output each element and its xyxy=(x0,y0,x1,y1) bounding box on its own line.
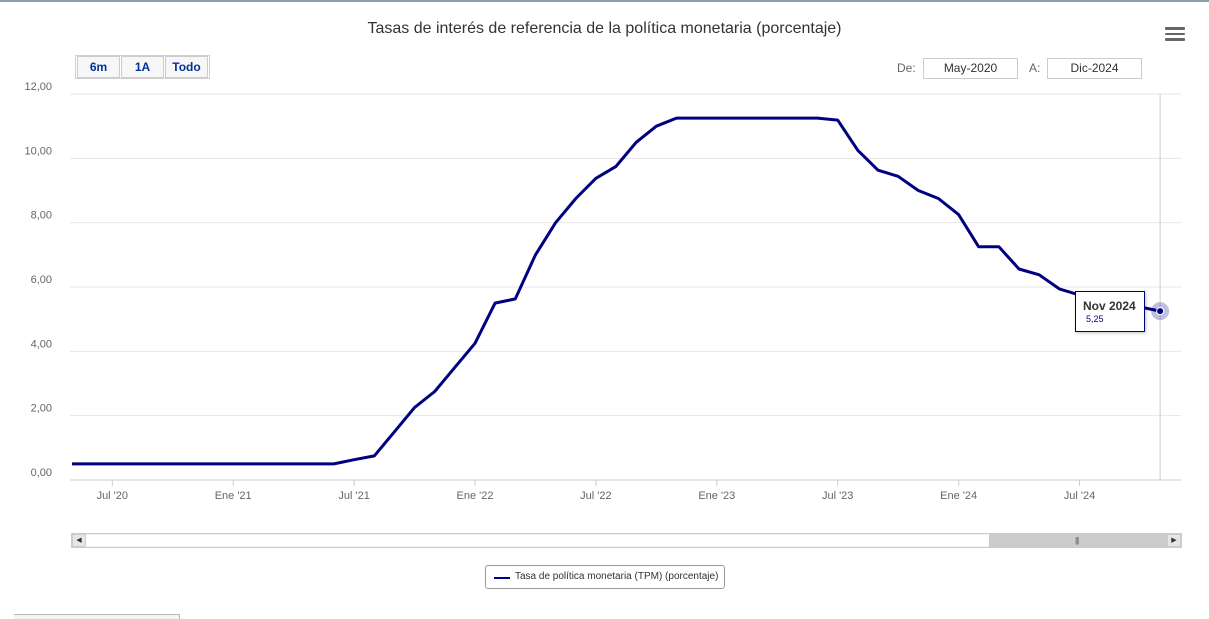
navigator-track xyxy=(86,535,989,546)
legend-symbol xyxy=(494,577,510,579)
y-tick-label: 8,00 xyxy=(31,210,52,222)
x-tick-label: Ene '22 xyxy=(457,490,494,502)
legend[interactable]: Tasa de política monetaria (TPM) (porcen… xyxy=(485,565,725,589)
x-tick-label: Jul '20 xyxy=(97,490,128,502)
tooltip: Nov 2024 5,25 xyxy=(1075,291,1145,332)
x-tick-label: Ene '24 xyxy=(940,490,977,502)
bottom-panel-edge xyxy=(14,614,180,619)
x-tick-label: Jul '21 xyxy=(338,490,369,502)
range-button-1a[interactable]: 1A xyxy=(121,56,164,78)
x-axis: Jul '20 Ene '21 Jul '21 Ene '22 Jul '22 Ene '… xyxy=(97,480,1095,502)
grip-icon: ||| xyxy=(1075,536,1079,545)
y-tick-label: 10,00 xyxy=(24,145,52,157)
y-tick-label: 4,00 xyxy=(31,338,52,350)
to-date-label: A: xyxy=(1029,61,1041,75)
y-tick-label: 2,00 xyxy=(31,403,52,415)
scroll-left-icon[interactable]: ◀ xyxy=(72,534,86,547)
range-selector xyxy=(75,55,210,79)
from-date-label: De: xyxy=(897,61,916,75)
x-tick-label: Jul '23 xyxy=(822,490,853,502)
menu-icon[interactable] xyxy=(1165,27,1185,45)
navigator-scrollbar[interactable]: ||| ◀ ▶ xyxy=(71,533,1182,548)
x-tick-label: Ene '21 xyxy=(215,490,252,502)
chart-title: Tasas de interés de referencia de la pol… xyxy=(367,20,842,37)
range-button-6m[interactable]: 6m xyxy=(77,56,120,78)
y-tick-label: 6,00 xyxy=(31,274,52,286)
from-date-input[interactable]: May-2020 xyxy=(923,58,1018,79)
navigator-thumb[interactable] xyxy=(989,534,1167,547)
y-tick-label: 12,00 xyxy=(24,81,52,93)
tooltip-date: Nov 2024 xyxy=(1083,299,1136,313)
x-tick-label: Ene '23 xyxy=(698,490,735,502)
scroll-right-icon[interactable]: ▶ xyxy=(1167,534,1181,547)
x-tick-label: Jul '22 xyxy=(580,490,611,502)
series-line-tpm[interactable] xyxy=(72,116,1161,466)
tooltip-value: 5,25 xyxy=(1086,314,1104,324)
y-tick-label: 0,00 xyxy=(31,467,52,479)
hover-point[interactable] xyxy=(1156,307,1165,316)
legend-label: Tasa de política monetaria (TPM) (porcen… xyxy=(515,571,719,582)
grid xyxy=(70,93,1181,481)
to-date-input[interactable]: Dic-2024 xyxy=(1047,58,1142,79)
range-button-todo[interactable]: Todo xyxy=(165,56,208,78)
y-axis: 0,00 2,00 4,00 6,00 8,00 10,00 12,00 xyxy=(24,81,52,479)
x-tick-label: Jul '24 xyxy=(1064,490,1095,502)
